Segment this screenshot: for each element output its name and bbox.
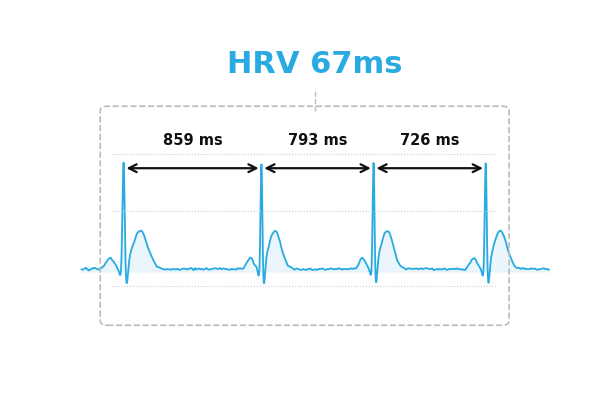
Text: HRV 67ms: HRV 67ms xyxy=(228,50,403,79)
Text: 726 ms: 726 ms xyxy=(400,133,459,148)
Text: 793 ms: 793 ms xyxy=(288,133,347,148)
Text: 859 ms: 859 ms xyxy=(162,133,223,148)
